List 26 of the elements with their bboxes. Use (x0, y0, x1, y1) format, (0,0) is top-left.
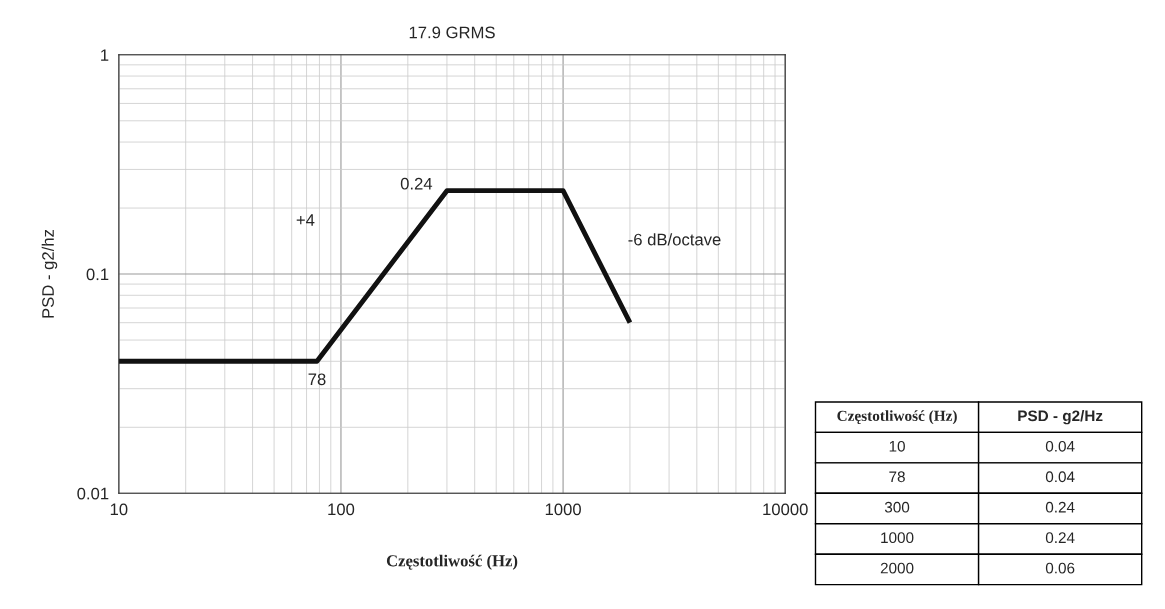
text: 2000 (880, 562, 914, 574)
text: 0.04 (1045, 440, 1075, 452)
text: 0.04 (1045, 471, 1075, 483)
annotation: 78 (308, 373, 326, 386)
chart-title: 17.9 GRMS (409, 26, 495, 39)
annotation: -6 dB/octave (628, 233, 721, 246)
text: 1000 (881, 532, 914, 544)
x-tick-label: 1000 (545, 503, 581, 516)
text: 0.24 (1045, 501, 1075, 513)
text: 78 (889, 471, 905, 483)
annotation: +4 (296, 214, 315, 226)
y-tick-label: 1 (101, 49, 109, 61)
y-tick-label: 0.1 (86, 268, 109, 281)
text: Częstotliwość (Hz) (837, 410, 957, 425)
annotation: 0.24 (400, 177, 433, 190)
x-tick-label: 10 (110, 503, 128, 516)
text: PSD - g2/Hz (1018, 410, 1103, 425)
x-tick-label: 10000 (763, 503, 808, 516)
x-tick-label: 100 (328, 503, 355, 516)
text: 0.06 (1045, 562, 1075, 574)
text: 0.24 (1045, 532, 1075, 544)
text: 300 (884, 501, 910, 513)
x-axis-title: Częstotliwość (Hz) (386, 554, 518, 570)
y-tick-label: 0.01 (77, 487, 109, 500)
text: 10 (889, 440, 905, 452)
y-axis-title: PSD - g2/hz (41, 229, 58, 318)
